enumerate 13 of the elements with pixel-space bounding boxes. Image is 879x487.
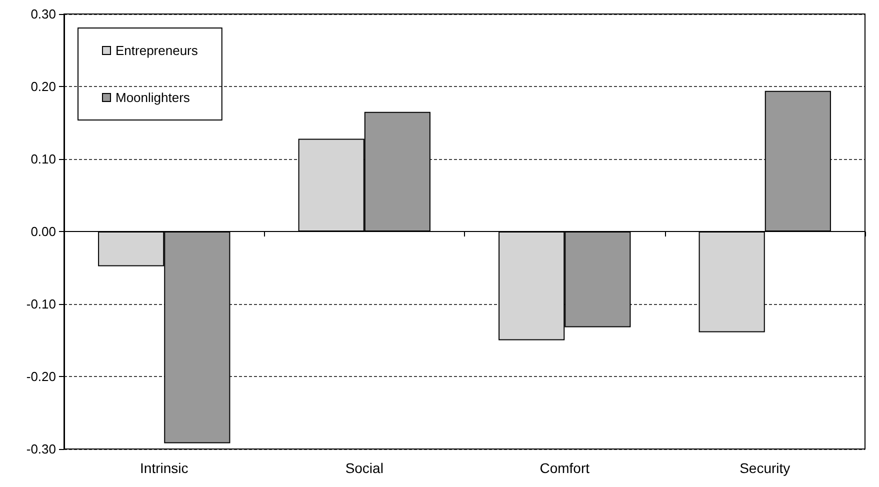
- y-tick-label: -0.20: [26, 369, 56, 384]
- y-tick-label: 0.20: [30, 79, 56, 94]
- x-tick-label: Intrinsic: [140, 460, 188, 476]
- legend-label: Moonlighters: [116, 90, 190, 105]
- y-tick-label: -0.10: [26, 296, 56, 312]
- x-tick-label: Social: [345, 460, 384, 476]
- y-tick-label: -0.30: [26, 442, 56, 456]
- legend-label: Entrepreneurs: [116, 43, 198, 58]
- y-tick-label: 0.30: [30, 6, 56, 22]
- y-tick-label: 0.10: [30, 152, 56, 166]
- x-tick-label: Security: [740, 460, 790, 476]
- x-tick-label: Comfort: [540, 460, 590, 476]
- y-tick-label: 0.00: [30, 224, 56, 239]
